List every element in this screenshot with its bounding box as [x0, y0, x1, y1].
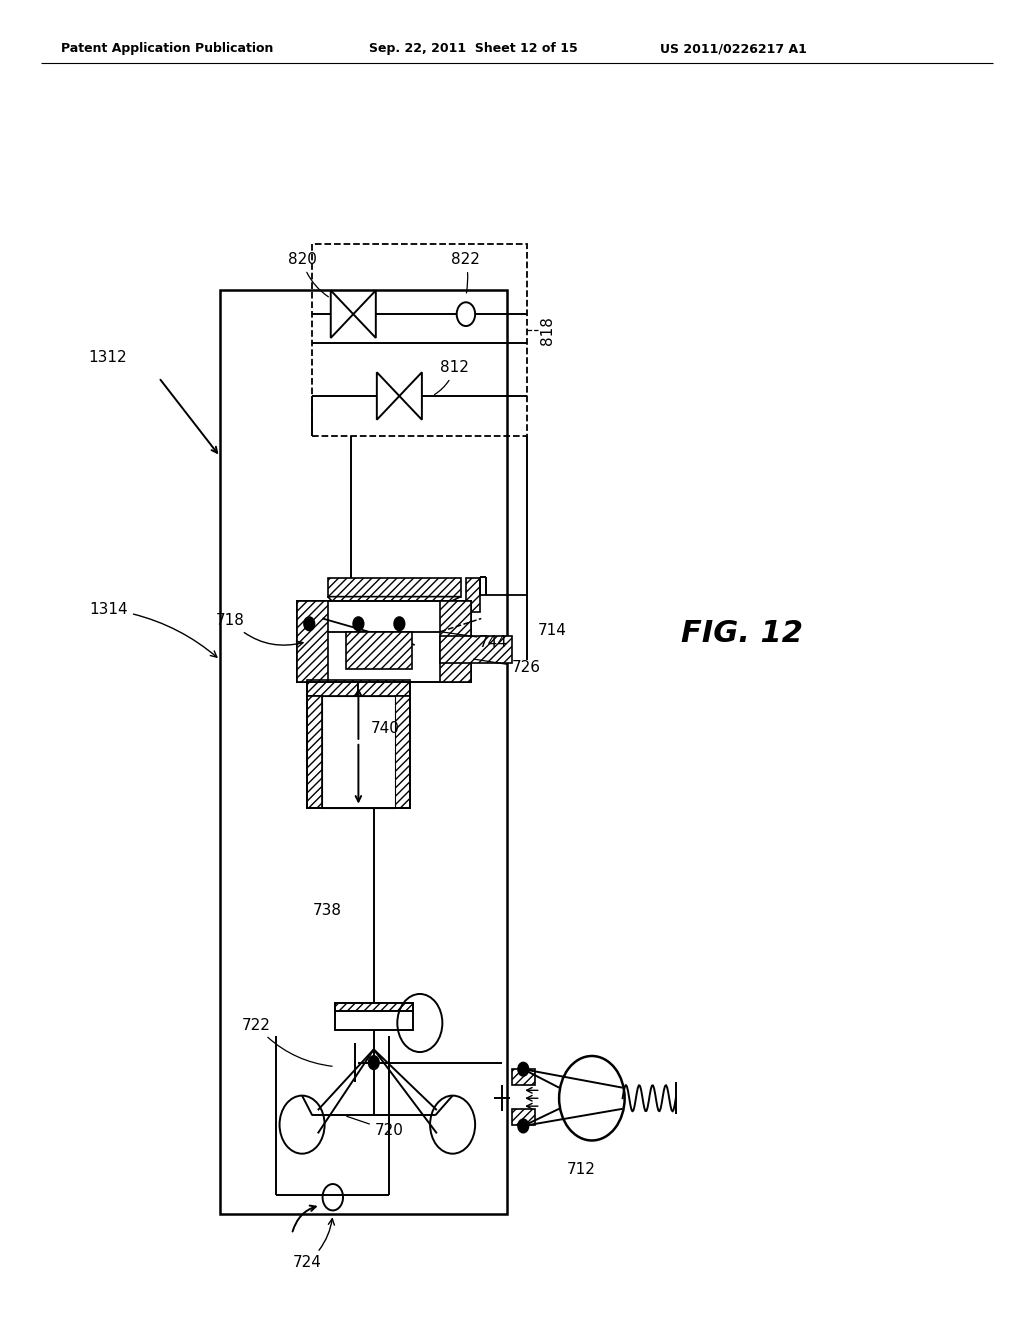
Text: 820: 820 [288, 252, 329, 297]
Text: 724: 724 [293, 1218, 335, 1270]
Bar [335, 1003, 413, 1030]
Circle shape [518, 1063, 528, 1076]
Bar [307, 682, 410, 808]
Text: 738: 738 [313, 903, 342, 919]
Text: Patent Application Publication: Patent Application Publication [61, 42, 273, 55]
Circle shape [394, 618, 404, 631]
Polygon shape [328, 597, 461, 612]
Circle shape [369, 1056, 379, 1069]
Bar [346, 632, 412, 669]
Text: 1312: 1312 [88, 350, 127, 366]
Bar [312, 244, 527, 436]
Bar [307, 696, 322, 808]
Bar [297, 601, 328, 682]
Text: 712: 712 [567, 1162, 596, 1177]
Text: 720: 720 [347, 1117, 403, 1138]
Text: 718: 718 [216, 614, 303, 647]
Text: 822: 822 [452, 252, 480, 293]
Text: 740: 740 [371, 721, 399, 737]
Text: 722: 722 [242, 1018, 332, 1067]
Bar [395, 696, 410, 808]
Circle shape [518, 1119, 528, 1133]
Text: 726: 726 [474, 659, 541, 675]
Bar [220, 290, 507, 1214]
Bar [512, 1069, 535, 1085]
Bar [322, 696, 395, 808]
Circle shape [353, 618, 364, 631]
Bar [512, 1109, 535, 1125]
Text: 714: 714 [538, 623, 566, 639]
Text: FIG. 12: FIG. 12 [681, 619, 803, 648]
Bar [440, 601, 471, 682]
Text: 744: 744 [479, 635, 508, 649]
Circle shape [304, 618, 314, 631]
Text: US 2011/0226217 A1: US 2011/0226217 A1 [660, 42, 807, 55]
Text: 1314: 1314 [89, 602, 217, 657]
Bar [307, 680, 410, 696]
Bar [466, 578, 480, 612]
Bar [328, 578, 461, 597]
Text: Sep. 22, 2011  Sheet 12 of 15: Sep. 22, 2011 Sheet 12 of 15 [369, 42, 578, 55]
Bar [297, 601, 471, 682]
Text: 818: 818 [540, 315, 555, 345]
Bar [335, 1003, 413, 1011]
Text: 812: 812 [434, 360, 469, 395]
Bar [440, 636, 512, 663]
